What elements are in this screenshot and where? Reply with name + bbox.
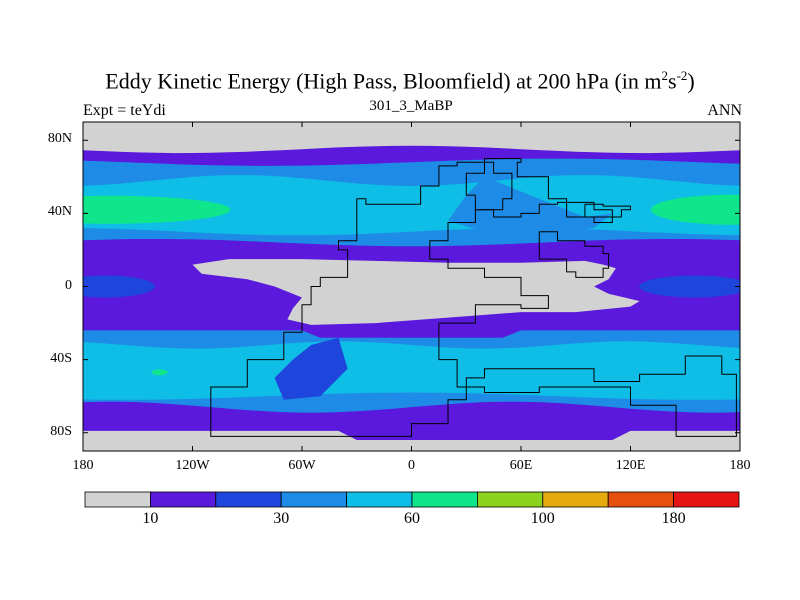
x-tick-label: 120W — [175, 458, 210, 473]
north-max-east — [650, 194, 740, 225]
colorbar-swatch — [607, 491, 675, 508]
x-tick-label: 180 — [729, 458, 751, 473]
north-polar-cap — [83, 122, 740, 154]
y-tick-label: 40N — [47, 204, 72, 220]
x-tick-label: 180 — [72, 458, 94, 473]
y-tick-label: 0 — [65, 277, 72, 293]
colorbar — [84, 491, 740, 508]
y-tick-label: 80N — [47, 131, 72, 147]
colorbar-swatch — [346, 491, 413, 508]
colorbar-tick-label: 100 — [530, 510, 555, 527]
x-tick-label: 120E — [615, 458, 646, 473]
coastline-north — [465, 158, 613, 223]
equatorial-patch-east — [639, 275, 740, 298]
colorbar-swatch — [215, 491, 282, 508]
north-max-west — [83, 195, 231, 224]
axis-ticks — [82, 122, 741, 451]
colorbar-tick-label: 180 — [661, 510, 686, 527]
colorbar-swatch — [542, 491, 609, 508]
north-band-gap — [448, 176, 613, 236]
y-tick-label: 40S — [50, 350, 72, 366]
equatorial-patch-west — [83, 275, 155, 298]
colorbar-tick-label: 60 — [404, 510, 420, 527]
colorbar-swatch — [476, 491, 544, 508]
colorbar-swatch — [673, 491, 740, 508]
colorbar-swatch — [84, 491, 151, 508]
x-tick-label: 0 — [408, 458, 415, 473]
y-tick-label: 80S — [50, 423, 72, 439]
colorbar-tick-label: 10 — [142, 510, 159, 527]
colorbar-swatch — [280, 491, 348, 508]
coastline-east-arm — [584, 203, 631, 218]
colorbar-swatch — [411, 491, 478, 508]
coastline-main — [210, 161, 737, 437]
contour-field — [83, 122, 740, 451]
coastline-east — [538, 231, 610, 278]
season-label: ANN — [707, 102, 742, 119]
colorbar-tick-label: 30 — [273, 510, 290, 527]
experiment-label: Expt = teYdi — [83, 102, 166, 119]
x-tick-label: 60E — [509, 458, 533, 473]
chart-title: Eddy Kinetic Energy (High Pass, Bloomfie… — [105, 68, 695, 94]
south-band-level4 — [83, 341, 740, 400]
south-max — [151, 369, 168, 376]
coastline-layer — [210, 158, 737, 437]
south-band-gap — [274, 337, 348, 400]
x-tick-label: 60W — [288, 458, 316, 473]
chart-subtitle: 301_3_MaBP — [369, 98, 453, 114]
colorbar-swatch — [149, 491, 217, 508]
